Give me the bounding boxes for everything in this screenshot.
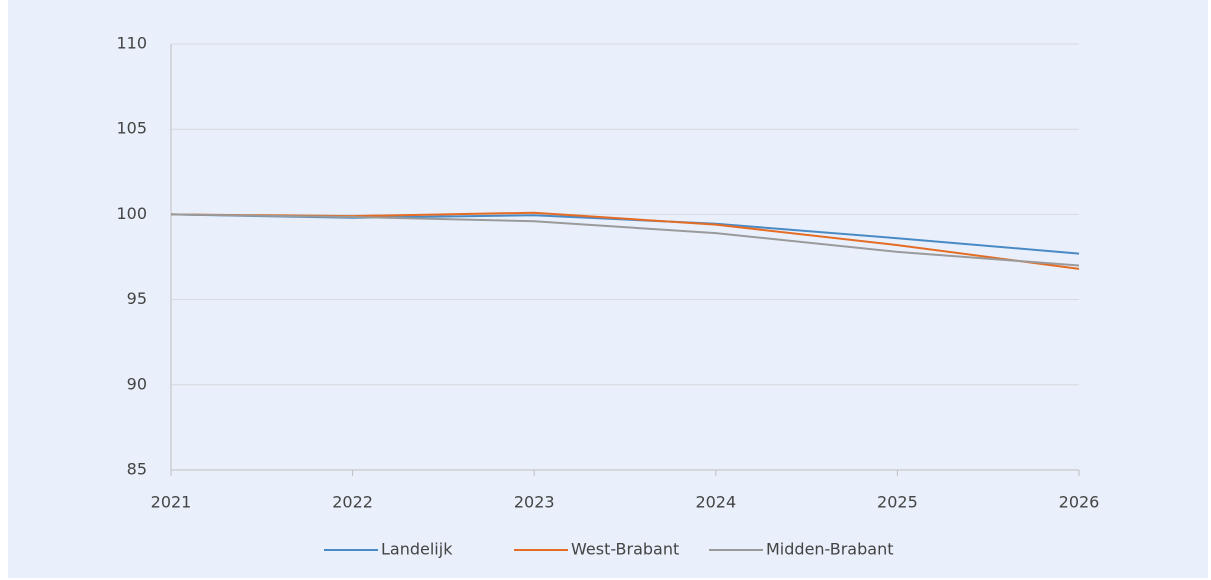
- y-tick-label: 95: [127, 289, 147, 308]
- y-tick-label: 85: [127, 460, 147, 479]
- x-tick-label: 2026: [1059, 493, 1100, 512]
- x-tick-label: 2024: [695, 493, 736, 512]
- legend-label: West-Brabant: [571, 540, 679, 559]
- chart-background: [8, 0, 1208, 578]
- y-tick-label: 105: [116, 119, 147, 138]
- legend-label: Midden-Brabant: [766, 540, 893, 559]
- y-tick-label: 110: [116, 34, 147, 53]
- x-tick-label: 2021: [151, 493, 192, 512]
- x-tick-label: 2022: [332, 493, 373, 512]
- y-tick-label: 90: [127, 374, 147, 393]
- x-tick-label: 2025: [877, 493, 918, 512]
- series-line: [170, 213, 1080, 267]
- x-tick-label: 2023: [514, 493, 555, 512]
- y-tick-label: 100: [116, 204, 147, 223]
- legend-label: Landelijk: [381, 540, 453, 559]
